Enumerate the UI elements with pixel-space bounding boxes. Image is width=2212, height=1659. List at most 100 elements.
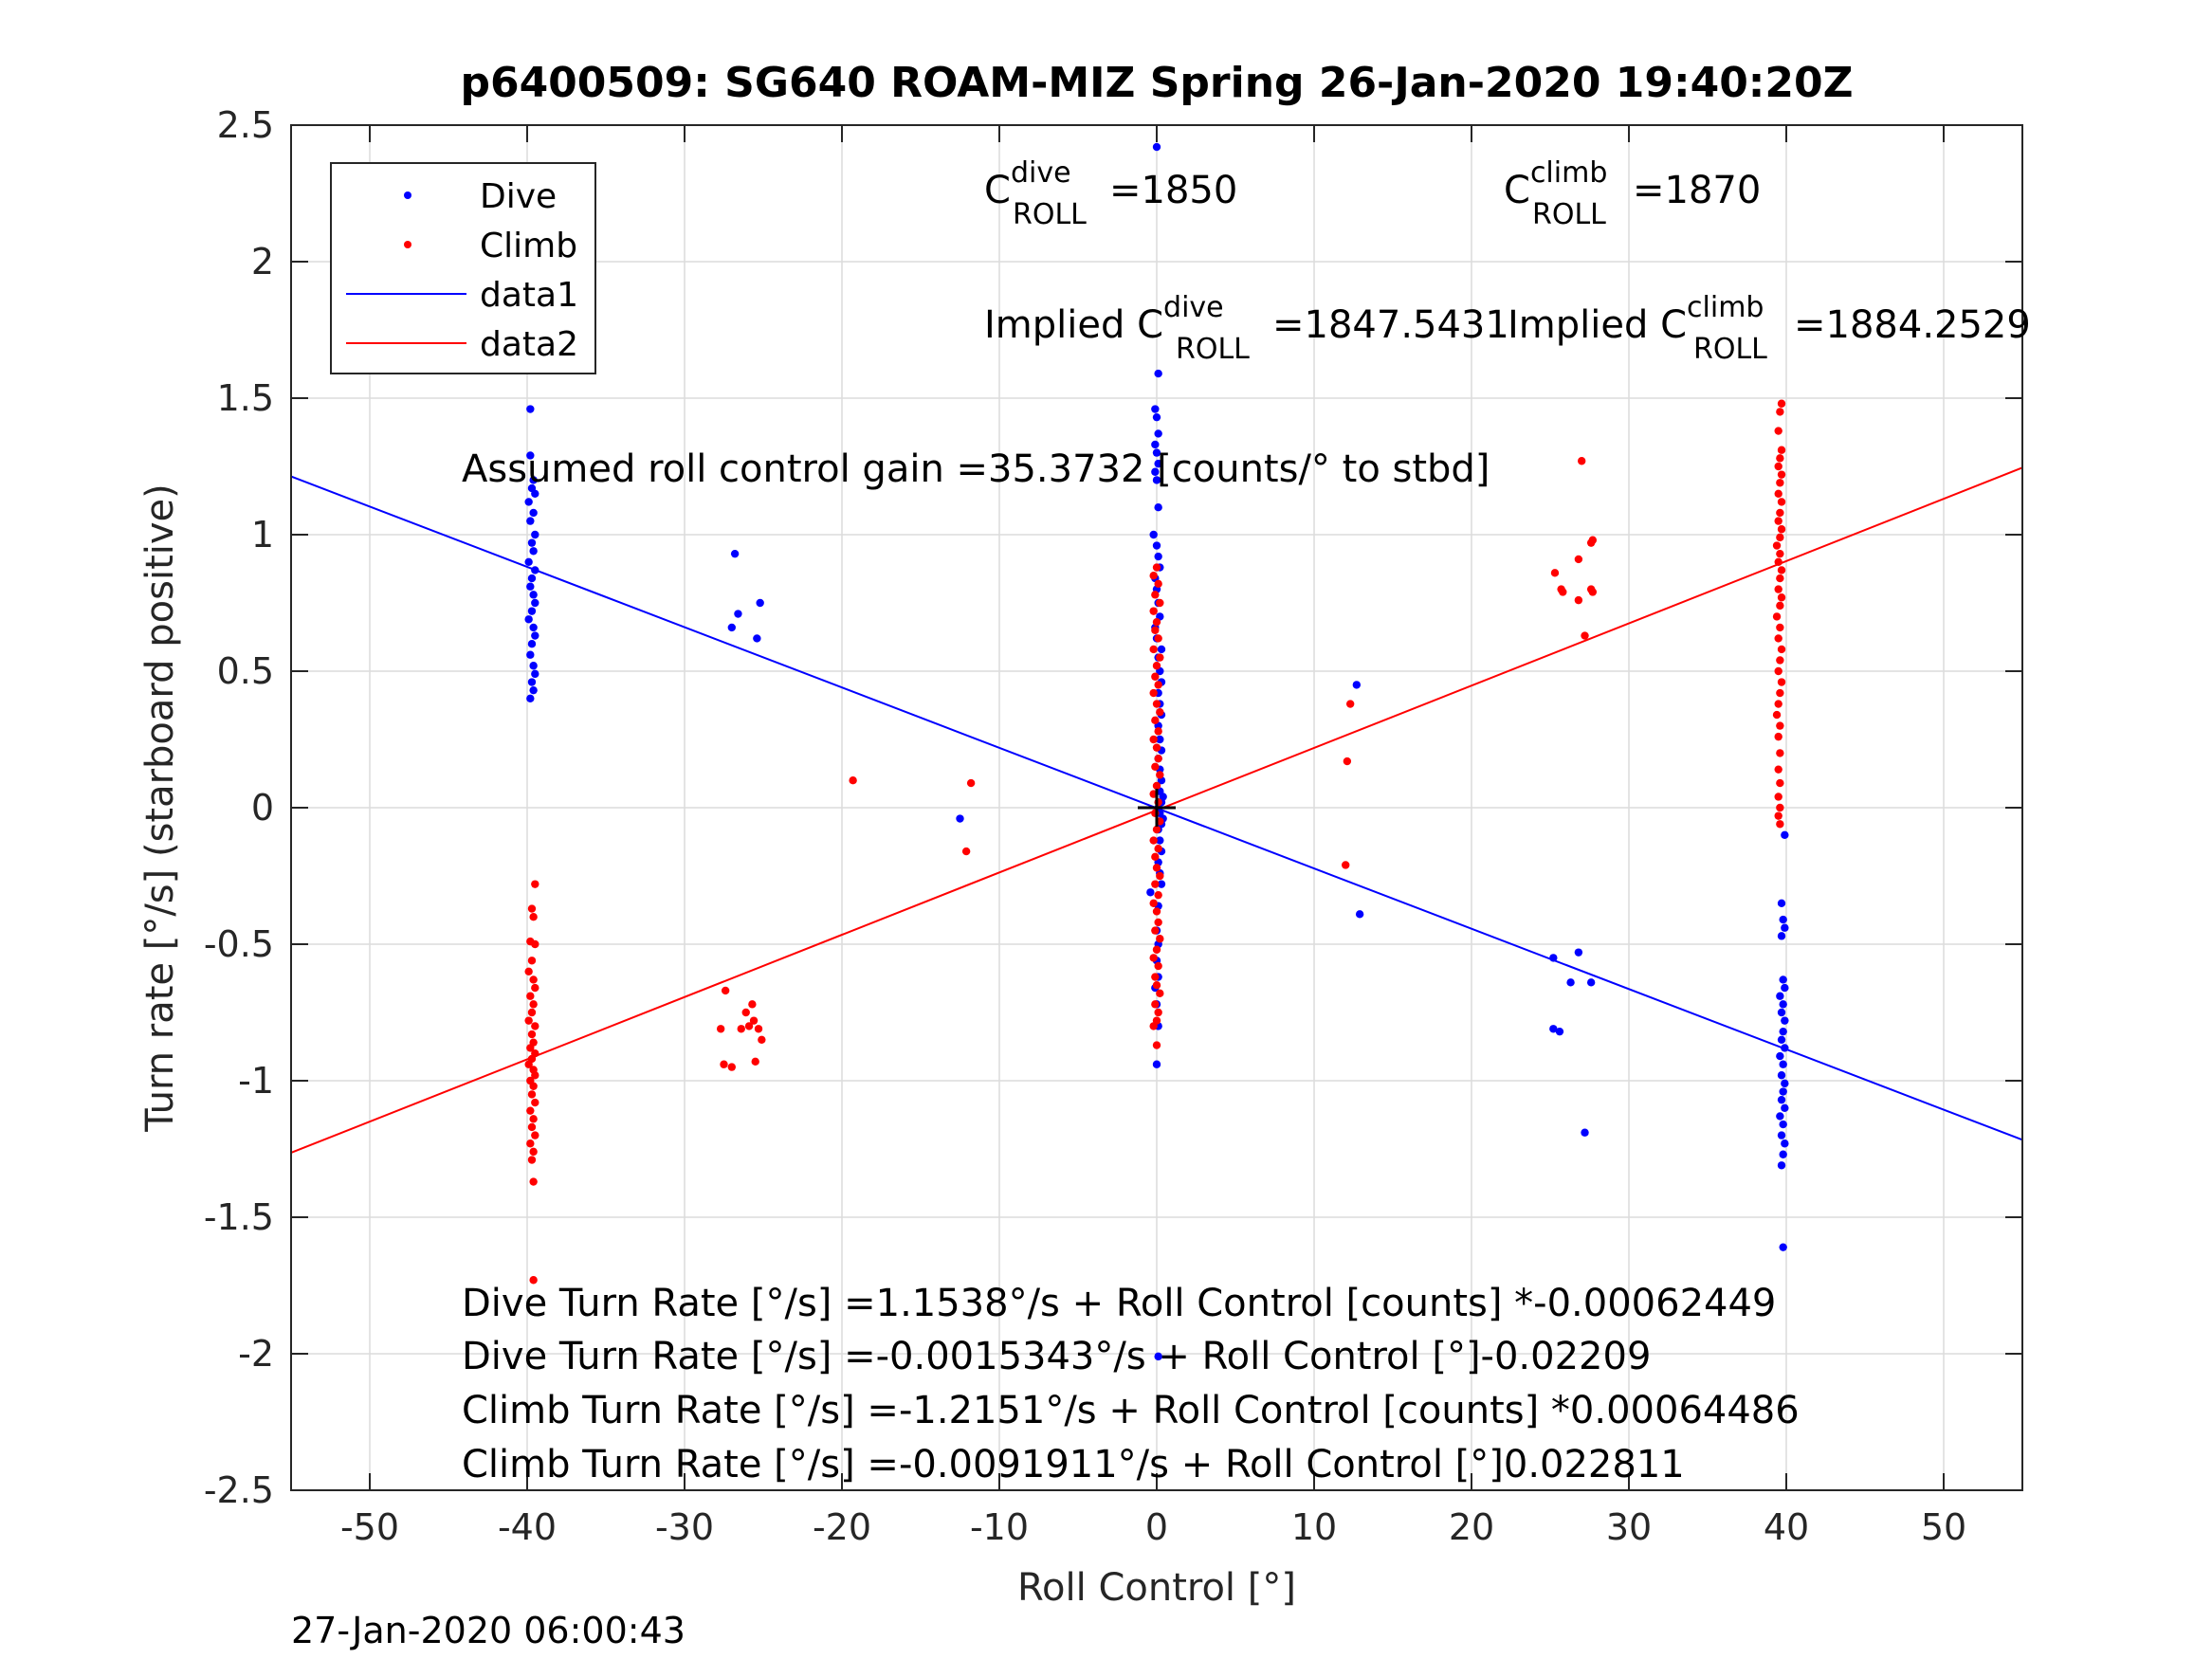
dive-point	[527, 678, 537, 686]
dive-point	[1154, 459, 1162, 468]
dive-point	[1154, 1352, 1162, 1361]
legend-label-dive: Dive	[480, 177, 557, 216]
dive-point	[1549, 1025, 1558, 1033]
climb-point	[531, 1098, 539, 1107]
annotation-implied-dive-value: =1847.5431	[1272, 303, 1509, 347]
dive-point	[730, 549, 740, 558]
climb-point	[531, 1071, 539, 1080]
climb-point	[1342, 861, 1350, 869]
y-tick-label: 0	[251, 787, 274, 829]
dive-point	[1779, 975, 1787, 984]
dive-point	[1149, 530, 1158, 539]
dive-point	[1156, 836, 1164, 845]
climb-point	[524, 1060, 533, 1068]
equation-climb-counts: Climb Turn Rate [°/s] =-1.2151°/s + Roll…	[462, 1389, 1800, 1432]
climb-point	[1152, 864, 1161, 872]
annotation-roll-gain: Assumed roll control gain =35.3732 [coun…	[462, 447, 1490, 491]
dive-point	[1154, 503, 1162, 512]
dive-point	[1157, 645, 1166, 654]
dive-point	[1781, 923, 1789, 932]
dive-point	[1779, 1027, 1787, 1036]
climb-point	[744, 1022, 754, 1030]
dive-point	[524, 557, 533, 566]
climb-point	[737, 1025, 745, 1033]
y-tick-label: 1	[251, 514, 274, 556]
climb-point	[1151, 852, 1160, 862]
y-tick-label: 0.5	[217, 650, 274, 692]
climb-point	[1588, 588, 1598, 596]
dive-point	[526, 650, 535, 659]
x-tick-label: -40	[498, 1506, 557, 1548]
dive-point	[531, 669, 539, 679]
dive-point	[524, 615, 533, 624]
climb-point	[1550, 569, 1560, 577]
climb-point	[526, 1044, 535, 1052]
dive-point	[1779, 1087, 1787, 1096]
footer-timestamp: 27-Jan-2020 06:00:43	[291, 1610, 686, 1651]
climb-point	[524, 967, 533, 975]
x-tick-label: 30	[1606, 1506, 1652, 1548]
dive-point	[1779, 1150, 1787, 1158]
dive-point	[524, 498, 533, 506]
dive-point	[1777, 899, 1786, 907]
dive-point	[1151, 440, 1160, 449]
climb-point	[529, 1115, 538, 1123]
climb-point	[716, 1025, 725, 1033]
climb-point	[1776, 533, 1784, 542]
climb-point	[529, 1082, 538, 1090]
dive-point	[529, 685, 538, 695]
climb-point	[754, 1025, 763, 1033]
climb-point	[1777, 446, 1786, 454]
dive-point	[1781, 1103, 1789, 1113]
climb-point	[531, 880, 539, 888]
climb-point	[1776, 549, 1784, 558]
dive-point	[529, 508, 538, 518]
climb-point	[529, 1000, 538, 1009]
climb-point	[529, 975, 538, 984]
equation-climb-degrees: Climb Turn Rate [°/s] =-0.0091911°/s + R…	[462, 1443, 1685, 1486]
climb-point	[1151, 716, 1160, 725]
dive-point	[1549, 954, 1558, 962]
climb-point	[1149, 572, 1158, 580]
climb-point	[1774, 585, 1782, 593]
climb-point	[1777, 498, 1786, 506]
annotation-c-dive-value: =1850	[1109, 169, 1237, 212]
dive-point	[1777, 932, 1786, 940]
climb-point	[727, 1063, 736, 1071]
annotation-c-dive-sub: ROLL	[1013, 198, 1087, 231]
dive-point	[527, 607, 537, 615]
annotation-implied-climb-value: =1884.2529	[1794, 303, 2031, 347]
y-tick-label: -1.5	[204, 1196, 274, 1238]
dive-point	[529, 623, 538, 632]
annotation-c-dive-base: C	[984, 169, 1011, 212]
climb-point	[529, 913, 538, 921]
legend-marker-climb	[404, 241, 411, 248]
climb-point	[1156, 653, 1164, 662]
scatter-points	[524, 142, 1789, 1361]
climb-point	[1152, 781, 1161, 791]
climb-point	[1581, 631, 1589, 640]
dive-point	[1146, 888, 1155, 897]
climb-point	[1772, 710, 1782, 720]
dive-point	[1777, 1071, 1786, 1080]
climb-point	[1156, 989, 1164, 998]
dive-point	[1779, 1060, 1787, 1068]
climb-point	[1152, 981, 1161, 990]
climb-point	[1151, 626, 1160, 634]
climb-point	[1152, 662, 1161, 670]
climb-point	[1149, 645, 1158, 654]
climb-point	[1777, 399, 1786, 408]
climb-point	[531, 1131, 539, 1139]
climb-point	[1774, 700, 1782, 708]
annotation-c-climb-sub: ROLL	[1532, 198, 1606, 231]
dive-point	[753, 634, 761, 643]
climb-point	[1154, 681, 1162, 689]
climb-point	[1151, 591, 1160, 599]
climb-point	[1776, 454, 1784, 463]
y-tick-label: -0.5	[204, 923, 274, 965]
climb-point	[1777, 593, 1786, 602]
climb-point	[527, 1156, 537, 1164]
climb-point	[1149, 899, 1158, 907]
climb-point	[748, 1000, 757, 1009]
dive-point	[1152, 412, 1161, 422]
